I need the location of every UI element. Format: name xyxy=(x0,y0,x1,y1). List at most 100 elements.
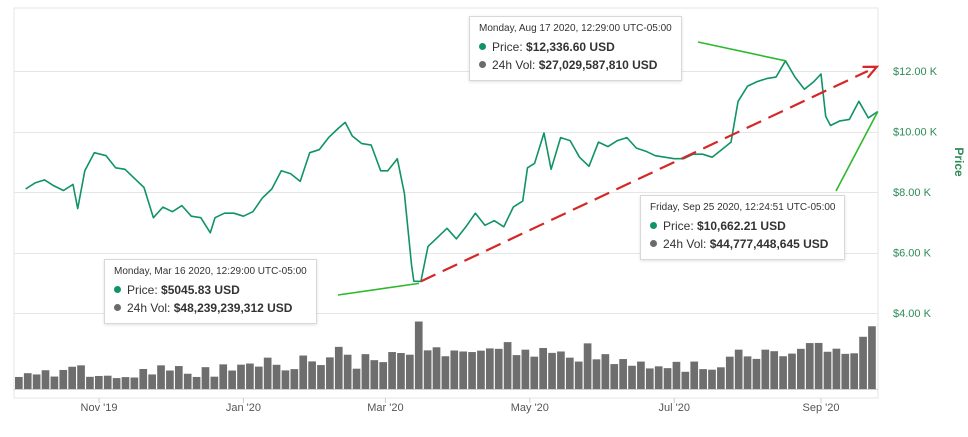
tooltip-date: Friday, Sep 25 2020, 12:24:51 UTC-05:00 xyxy=(650,202,836,213)
volume-bar xyxy=(281,370,290,389)
y-tick-label: $6.00 K xyxy=(893,248,932,260)
volume-dot-icon xyxy=(650,240,657,247)
tooltip-volume-value: $44,777,448,645 USD xyxy=(709,237,829,251)
volume-bar xyxy=(352,368,361,389)
volume-bar xyxy=(397,353,405,389)
volume-bar xyxy=(521,349,530,389)
tooltip-price-label: Price: xyxy=(492,40,523,54)
volume-bar xyxy=(690,361,699,389)
volume-bar xyxy=(148,374,156,389)
volume-bar xyxy=(246,363,254,389)
volume-bar xyxy=(361,354,370,389)
price-dot-icon xyxy=(650,222,657,229)
volume-bar xyxy=(290,369,299,389)
volume-bar xyxy=(637,361,645,389)
tooltip-volume-label: 24h Vol: xyxy=(127,301,171,315)
volume-bar xyxy=(645,368,654,389)
volume-bar xyxy=(103,375,112,389)
tooltip-aug-17: Monday, Aug 17 2020, 12:29:00 UTC-05:00 … xyxy=(469,16,682,81)
trendline-arrowhead xyxy=(862,65,880,79)
volume-bar xyxy=(23,373,32,389)
volume-bar xyxy=(583,343,592,389)
volume-bar xyxy=(86,376,94,389)
tooltip-price-value: $10,662.21 USD xyxy=(697,219,786,233)
volume-bar xyxy=(477,350,485,389)
volume-bar xyxy=(805,343,814,389)
volume-bar xyxy=(770,351,779,389)
volume-bar xyxy=(139,368,148,389)
volume-bar xyxy=(779,356,787,389)
volume-bar xyxy=(15,376,23,389)
volume-bar xyxy=(263,357,272,389)
volume-bar xyxy=(406,354,414,389)
y-tick-label: $12.00 K xyxy=(893,66,938,78)
tooltip-date: Monday, Aug 17 2020, 12:29:00 UTC-05:00 xyxy=(479,23,672,34)
volume-bar xyxy=(725,356,734,389)
volume-bar xyxy=(654,366,663,389)
y-tick-label: $8.00 K xyxy=(893,187,932,199)
volume-bar xyxy=(565,357,574,389)
volume-bar xyxy=(201,367,210,389)
price-line xyxy=(25,60,879,283)
volume-bars xyxy=(15,321,876,389)
volume-bar xyxy=(32,374,41,389)
volume-bar xyxy=(512,355,521,389)
volume-bar xyxy=(299,355,308,389)
volume-bar xyxy=(663,368,672,389)
volume-dot-icon xyxy=(479,61,486,68)
tooltip-price-value: $12,336.60 USD xyxy=(526,40,615,54)
callout-line-mar xyxy=(337,282,420,296)
volume-bar xyxy=(574,361,583,389)
volume-bar xyxy=(743,356,752,389)
volume-bar xyxy=(210,376,219,389)
volume-bar xyxy=(699,369,707,389)
y-axis-title: Price xyxy=(952,147,966,177)
volume-bar xyxy=(841,353,850,389)
volume-bar xyxy=(530,356,539,389)
price-series xyxy=(25,60,879,283)
tooltip-volume-row: 24h Vol: $48,239,239,312 USD xyxy=(114,299,307,317)
volume-bar xyxy=(539,347,547,389)
tooltip-mar-16: Monday, Mar 16 2020, 12:29:00 UTC-05:00 … xyxy=(104,259,317,324)
volume-bar xyxy=(788,353,796,389)
plot-frame xyxy=(13,7,879,399)
volume-bar xyxy=(219,364,228,389)
x-tick-label: Jul '20 xyxy=(659,402,690,414)
volume-bar xyxy=(41,370,50,389)
price-dot-icon xyxy=(479,43,486,50)
trendline xyxy=(420,65,880,283)
volume-bar xyxy=(850,353,859,389)
y-tick-label: $4.00 K xyxy=(893,308,932,320)
volume-bar xyxy=(485,348,494,389)
volume-bar xyxy=(414,321,423,389)
volume-bar xyxy=(494,348,503,389)
volume-bar xyxy=(823,351,832,389)
volume-bar xyxy=(503,342,512,389)
volume-bar xyxy=(468,352,476,389)
volume-bar xyxy=(183,373,192,389)
volume-bar xyxy=(192,376,201,389)
x-axis-ticks: Nov '19 Jan '20 Mar '20 May '20 Jul '20 Sep '… xyxy=(81,398,839,414)
x-tick-label: Jan '20 xyxy=(226,402,261,414)
volume-bar xyxy=(272,364,281,389)
x-tick-label: Mar '20 xyxy=(367,402,403,414)
tooltip-price-label: Price: xyxy=(663,219,694,233)
volume-bar xyxy=(343,354,352,389)
volume-bar xyxy=(334,346,343,389)
tooltip-volume-row: 24h Vol: $27,029,587,810 USD xyxy=(479,56,672,74)
volume-bar xyxy=(868,326,876,389)
x-tick-label: May '20 xyxy=(511,402,549,414)
tooltip-date: Monday, Mar 16 2020, 12:29:00 UTC-05:00 xyxy=(114,266,307,277)
volume-bar xyxy=(717,367,725,389)
volume-bar xyxy=(317,365,325,389)
tooltip-price-row: Price: $10,662.21 USD xyxy=(650,217,835,235)
x-tick-label: Nov '19 xyxy=(81,402,118,414)
volume-bar xyxy=(628,365,636,389)
tooltip-volume-value: $48,239,239,312 USD xyxy=(173,301,293,315)
volume-bar xyxy=(77,365,85,389)
volume-bar xyxy=(237,364,245,389)
volume-bar xyxy=(112,378,121,389)
volume-bar xyxy=(254,366,263,389)
volume-bar xyxy=(734,349,743,389)
